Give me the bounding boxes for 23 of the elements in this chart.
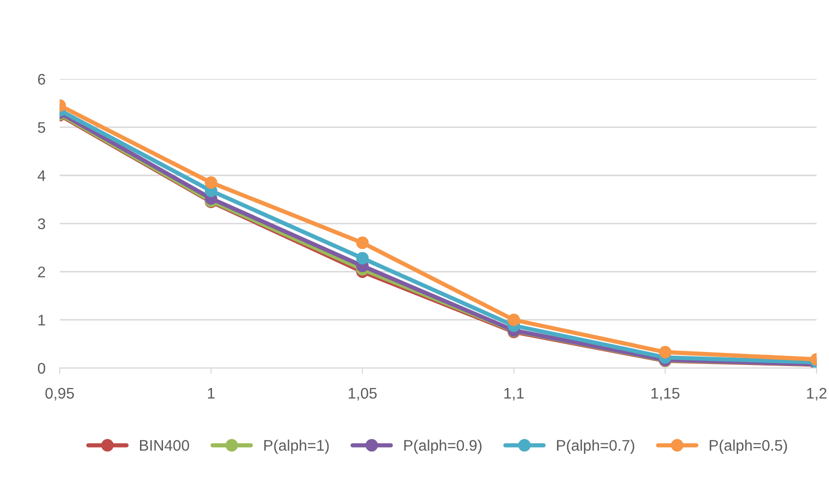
point [508, 314, 520, 326]
x-tick-label: 0,95 [45, 388, 74, 400]
legend-label: P(alph=0.7) [557, 440, 634, 454]
x-tick-label: 1,1 [504, 388, 524, 400]
y-tick-label: 4 [38, 170, 46, 181]
y-tick-label: 6 [38, 74, 46, 85]
x-tick-label: 1,15 [651, 388, 680, 400]
x-tick-label: 1,2 [807, 388, 826, 400]
legend-label: P(alph=0.5) [710, 440, 787, 454]
point [356, 236, 369, 250]
point [658, 346, 672, 358]
legend-label: P(alph=1) [264, 440, 329, 454]
x-tick-label: 1,05 [348, 388, 377, 400]
y-tick-label: 2 [38, 266, 46, 278]
point [204, 176, 218, 189]
y-tick-label: 3 [38, 218, 46, 230]
legend-label: P(alph=0.9) [404, 440, 482, 454]
x-tick-label: 1 [208, 388, 215, 399]
point [356, 252, 369, 264]
y-tick-label: 5 [38, 122, 46, 133]
legend-label: BIN400 [140, 440, 190, 451]
y-tick-label: 1 [38, 314, 46, 326]
y-tick-label: 0 [38, 362, 46, 374]
